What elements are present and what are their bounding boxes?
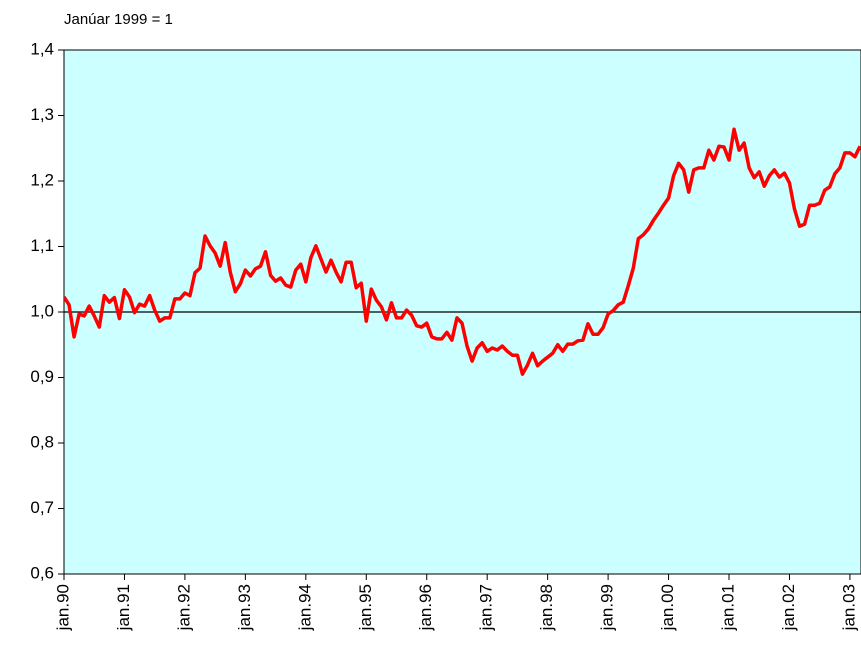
y-tick-label: 0,7 xyxy=(30,498,54,517)
y-tick-label: 1,4 xyxy=(30,39,54,58)
x-tick-label: jan.96 xyxy=(416,584,435,631)
x-tick-label: jan.94 xyxy=(295,584,314,631)
x-tick-label: jan.90 xyxy=(53,584,72,631)
x-tick-label: jan.98 xyxy=(537,584,556,631)
data-line xyxy=(64,127,861,376)
y-tick-label: 1,1 xyxy=(30,236,54,255)
x-tick-label: jan.91 xyxy=(114,584,133,631)
x-tick-label: jan.95 xyxy=(356,584,375,631)
x-tick-label: jan.00 xyxy=(658,584,677,631)
x-tick-label: jan.01 xyxy=(718,584,737,631)
x-tick-label: jan.97 xyxy=(477,584,496,631)
y-tick-label: 0,9 xyxy=(30,367,54,386)
chart-subtitle: Janúar 1999 = 1 xyxy=(64,11,173,28)
y-tick-label: 1,0 xyxy=(30,301,54,320)
y-tick-label: 0,6 xyxy=(30,563,54,582)
x-tick-label: jan.02 xyxy=(779,584,798,631)
x-tick-label: jan.03 xyxy=(839,584,858,631)
y-tick-label: 1,3 xyxy=(30,105,54,124)
x-tick-label: jan.93 xyxy=(235,584,254,631)
plot-content xyxy=(64,127,861,376)
y-tick-label: 1,2 xyxy=(30,170,54,189)
y-tick-label: 0,8 xyxy=(30,432,54,451)
x-tick-label: jan.99 xyxy=(598,584,617,631)
x-tick-label: jan.92 xyxy=(174,584,193,631)
